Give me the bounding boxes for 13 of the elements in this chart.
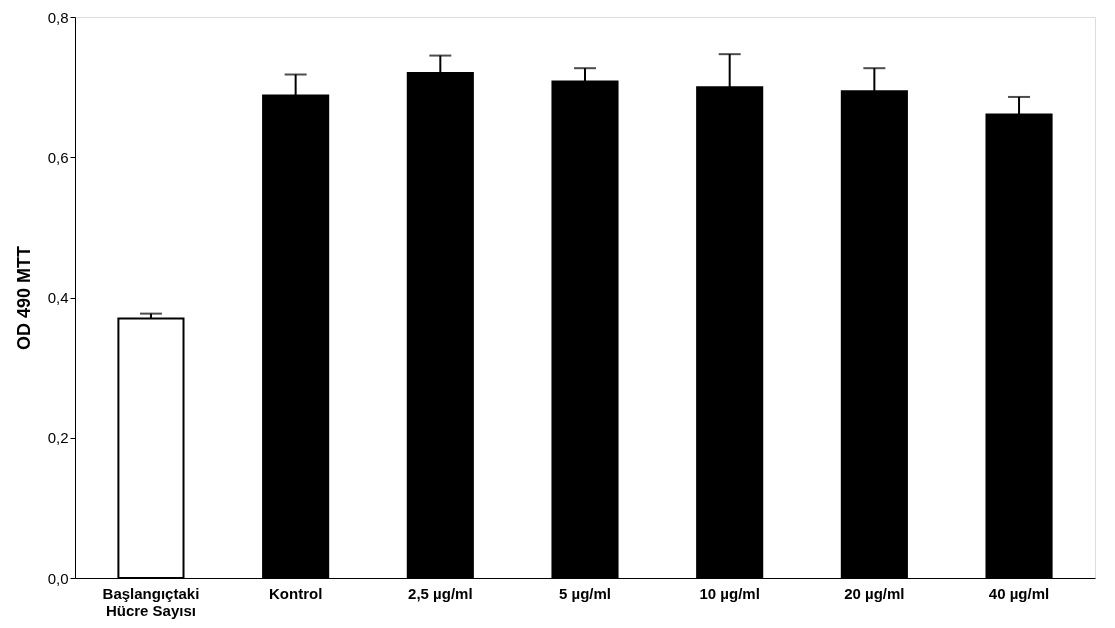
y-tick-label: 0,0 [47,569,69,587]
y-axis-title: OD 490 MTT [13,245,34,351]
x-tick-label: 5 µg/ml [559,584,611,602]
y-tick-label: 0,2 [47,429,69,447]
x-tick-label: Kontrol [268,584,323,602]
y-tick-label: 0,6 [47,148,69,166]
x-tick-label: 2,5 µg/ml [408,584,473,602]
x-tick-label: 20 µg/ml [844,584,905,602]
x-tick-label: Başlangıçtaki Hücre Sayısı [102,584,200,619]
y-tick-label: 0,4 [47,289,69,306]
x-tick-label: 40 µg/ml [988,584,1050,602]
x-tick-label: 10 µg/ml [699,584,760,602]
y-tick-label: 0,8 [47,8,69,26]
